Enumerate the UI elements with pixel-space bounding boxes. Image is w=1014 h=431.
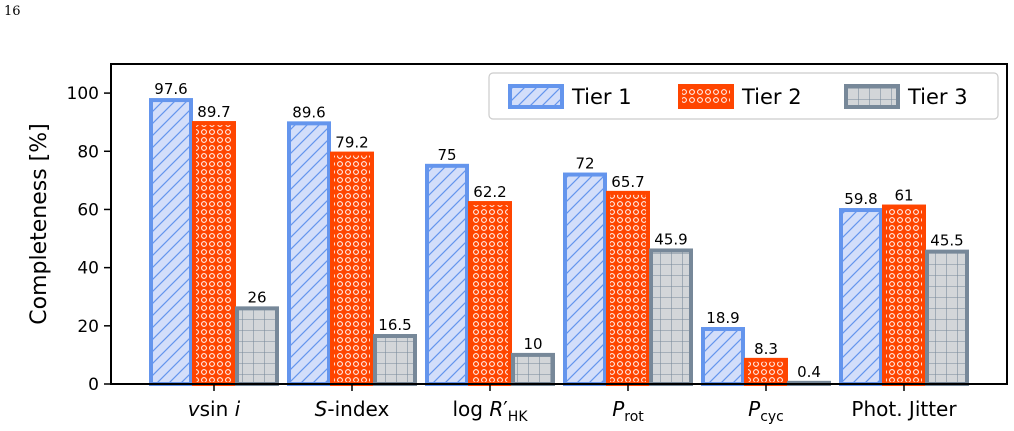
- y-tick-label-20: 20: [77, 317, 99, 337]
- data-label-tier1-4: 18.9: [706, 309, 739, 327]
- legend-label-tier2: Tier 2: [741, 85, 802, 109]
- data-label-tier1-1: 89.6: [292, 103, 325, 121]
- data-label-tier3-3: 45.9: [654, 230, 687, 248]
- bar-tier3-3: [649, 248, 693, 386]
- bar-tier2-5: [882, 204, 926, 386]
- bar-tier2-2: [468, 201, 512, 386]
- data-label-tier2-2: 62.2: [473, 183, 506, 201]
- x-tick-label-0: vsin i: [188, 397, 241, 421]
- x-tick-label-4: Pcyc: [748, 397, 784, 425]
- data-label-tier3-0: 26: [247, 288, 266, 306]
- data-label-tier2-3: 65.7: [611, 173, 644, 191]
- data-label-tier1-2: 75: [437, 146, 456, 164]
- legend-label-tier3: Tier 3: [907, 85, 968, 109]
- bar-tier2-0: [192, 121, 236, 387]
- data-label-tier3-4: 0.4: [797, 363, 821, 381]
- y-tick-label-100: 100: [67, 84, 99, 104]
- x-tick-label-5: Phot. Jitter: [851, 397, 957, 421]
- bar-tier1-0: [149, 98, 193, 386]
- bar-tier2-1: [330, 151, 374, 386]
- data-label-tier3-5: 45.5: [930, 232, 963, 250]
- bar-tier1-5: [839, 208, 883, 386]
- plot-frame: [110, 63, 1008, 385]
- bar-tier2-4: [744, 357, 788, 387]
- legend-swatch-tier1: [508, 84, 564, 109]
- data-label-tier3-2: 10: [523, 335, 542, 353]
- x-tick-label-1: S-index: [315, 397, 390, 421]
- x-tick-label-2: log R′HK: [452, 397, 528, 425]
- data-label-tier2-1: 79.2: [335, 134, 368, 152]
- bar-tier3-0: [235, 306, 279, 387]
- page-number: 16: [4, 4, 21, 19]
- data-label-tier2-4: 8.3: [754, 340, 778, 358]
- data-label-tier1-5: 59.8: [844, 190, 877, 208]
- data-label-tier1-0: 97.6: [154, 80, 187, 98]
- bar-tier1-4: [701, 327, 745, 387]
- legend-swatch-tier3: [844, 84, 900, 109]
- y-axis-label: Completeness [%]: [27, 123, 52, 325]
- bar-tier2-3: [606, 190, 650, 386]
- y-tick-label-40: 40: [77, 259, 99, 279]
- bar-tier3-5: [925, 249, 969, 386]
- bar-tier1-3: [563, 172, 607, 386]
- bar-tier1-2: [425, 163, 469, 386]
- y-tick-label-0: 0: [88, 375, 99, 395]
- bar-tier1-1: [287, 121, 331, 386]
- legend-swatch-tier2: [678, 84, 734, 109]
- legend-label-tier1: Tier 1: [571, 85, 632, 109]
- bar-tier3-1: [373, 334, 417, 386]
- y-tick-label-60: 60: [77, 200, 99, 220]
- y-tick-label-80: 80: [77, 142, 99, 162]
- data-label-tier2-0: 89.7: [197, 103, 230, 121]
- data-label-tier2-5: 61: [894, 187, 913, 205]
- x-tick-label-3: Prot: [612, 397, 644, 425]
- bar-tier3-2: [511, 352, 555, 386]
- data-label-tier3-1: 16.5: [378, 316, 411, 334]
- data-label-tier1-3: 72: [575, 155, 594, 173]
